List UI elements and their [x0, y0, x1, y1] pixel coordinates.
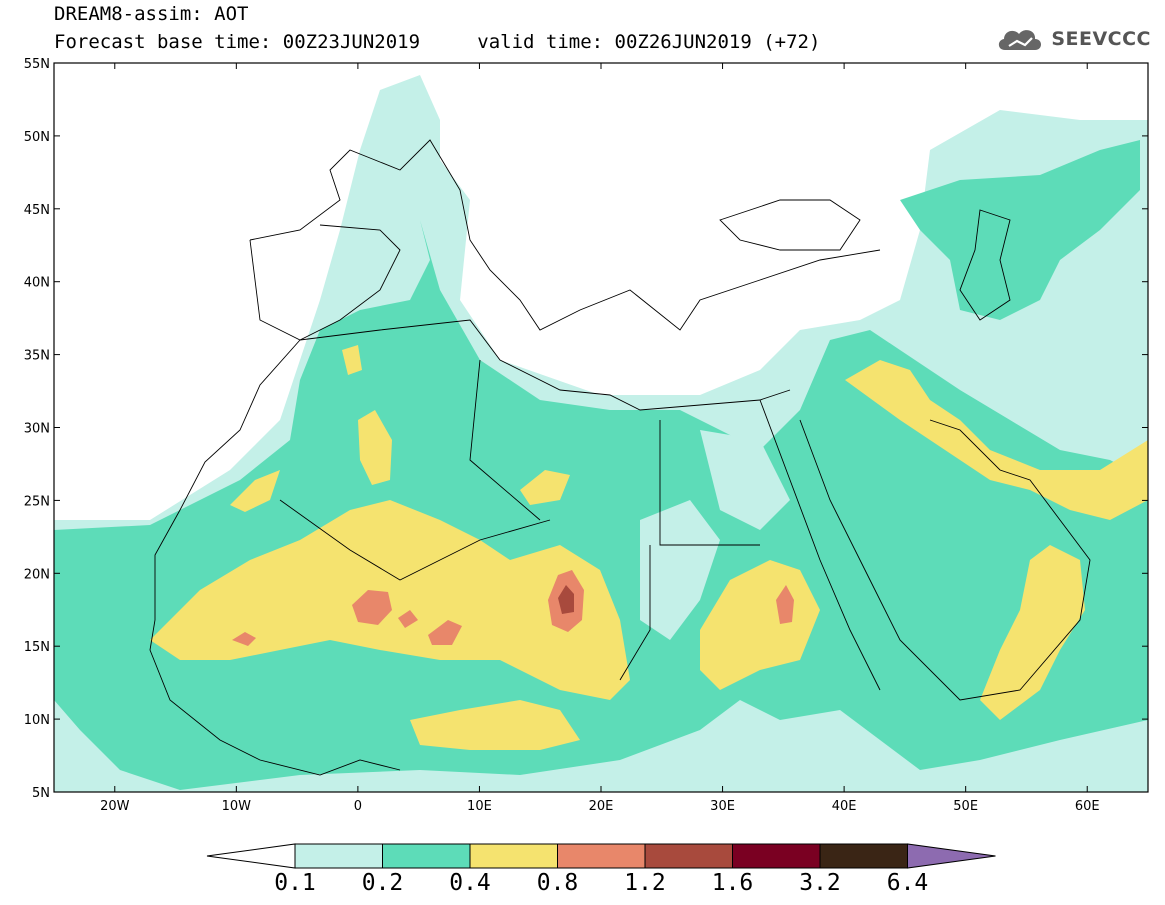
colorbar-label: 3.2 [799, 870, 841, 896]
colorbar-under-arrow [206, 843, 296, 869]
aot-contour-0.4-libya [520, 470, 570, 505]
colorbar-label: 0.2 [362, 870, 404, 896]
lon-tick-label: 20W [100, 799, 130, 814]
lon-tick-label: 50E [953, 799, 978, 814]
lat-tick-label: 25N [24, 494, 50, 509]
lat-tick-label: 10N [24, 713, 50, 728]
aot-contour-0.4-mauritania [230, 470, 280, 512]
coast-mediterranean-south [299, 319, 791, 411]
colorbar-label: 0.4 [449, 870, 491, 896]
lon-tick-label: 10W [222, 799, 252, 814]
lat-tick-label: 55N [24, 57, 50, 72]
aot-contour-0.8-sudan [776, 585, 794, 624]
valid-time: valid time: 00Z26JUN2019 (+72) [477, 31, 821, 53]
brand-logo: SEEVCCC [995, 24, 1151, 54]
lat-tick-label: 50N [24, 130, 50, 145]
colorbar-segment [469, 843, 558, 869]
colorbar-over-arrow [907, 843, 996, 869]
lat-tick-label: 20N [24, 567, 50, 582]
colorbar: 0.1 0.2 0.4 0.8 1.2 1.6 3.2 6.4 [206, 843, 996, 896]
colorbar-segment [382, 843, 471, 869]
lon-tick-label: 0 [354, 799, 362, 814]
coast-iberia [249, 224, 401, 341]
lat-tick-label: 35N [24, 349, 50, 364]
colorbar-label: 1.2 [624, 870, 666, 896]
coast-red-sea [759, 399, 881, 691]
colorbar-segment [644, 843, 733, 869]
coast-black-sea [719, 199, 861, 251]
aot-contour-0.8-niger-n [398, 610, 418, 628]
forecast-times: Forecast base time: 00Z23JUN2019 valid t… [54, 32, 820, 52]
lon-tick-label: 40E [832, 799, 857, 814]
colorbar-segment [732, 843, 821, 869]
aot-contour-0.8-mali-w [232, 632, 256, 646]
chart-title: DREAM8-assim: AOT [54, 3, 249, 25]
colorbar-label: 0.1 [274, 870, 316, 896]
lat-tick-label: 5N [32, 786, 50, 801]
aot-contour-0.8-mali [352, 590, 392, 625]
aot-contour-0.4-gulf [845, 360, 1148, 520]
base-time: Forecast base time: 00Z23JUN2019 [54, 31, 421, 53]
border-egypt [659, 420, 760, 546]
border-sahara-1 [279, 499, 551, 581]
aot-contour-0.1-egypt [700, 430, 790, 530]
lon-tick-label: 30E [710, 799, 735, 814]
coast-africa-west [149, 339, 401, 776]
lon-tick-label: 20E [589, 799, 614, 814]
aot-contour-0.4-west [150, 500, 630, 700]
border-sudan [619, 545, 651, 681]
colorbar-label: 6.4 [887, 870, 929, 896]
latitude-axis: 5N 10N 15N 20N 25N 30N 35N 40N 45N 50N 55N [24, 57, 1148, 801]
colorbar-label: 0.8 [537, 870, 579, 896]
aot-contour-1.2-chad [558, 585, 574, 614]
lon-tick-label: 10E [467, 799, 492, 814]
colorbar-segment [557, 843, 646, 869]
aot-field [54, 75, 1148, 792]
border-sahara-2 [469, 359, 541, 521]
cloud-icon [999, 30, 1042, 50]
colorbar-label: 1.6 [712, 870, 754, 896]
aot-contour-0.2-caspian [900, 140, 1140, 320]
coast-arabia [799, 419, 1091, 701]
lon-tick-label: 60E [1075, 799, 1100, 814]
coast-europe [249, 139, 881, 331]
aot-contour-0.4-atlas [342, 345, 362, 375]
longitude-axis: 20W 10W 0 10E 20E 30E 40E 50E 60E [100, 63, 1100, 814]
coast-caspian [959, 209, 1011, 321]
lat-tick-label: 45N [24, 203, 50, 218]
lat-tick-label: 15N [24, 640, 50, 655]
lat-tick-label: 40N [24, 276, 50, 291]
aot-contour-0.4-arabia-e [980, 545, 1085, 720]
lat-tick-label: 30N [24, 422, 50, 437]
aot-contour-0.4-nigeria [410, 700, 580, 750]
brand-name: SEEVCCC [1051, 28, 1151, 50]
aot-contour-0.4-algeria [358, 410, 392, 485]
coastlines [149, 139, 1091, 776]
colorbar-segment [294, 843, 383, 869]
aot-contour-0.2 [54, 220, 1148, 790]
colorbar-segment [819, 843, 908, 869]
aot-contour-0.8-niger [428, 620, 462, 645]
